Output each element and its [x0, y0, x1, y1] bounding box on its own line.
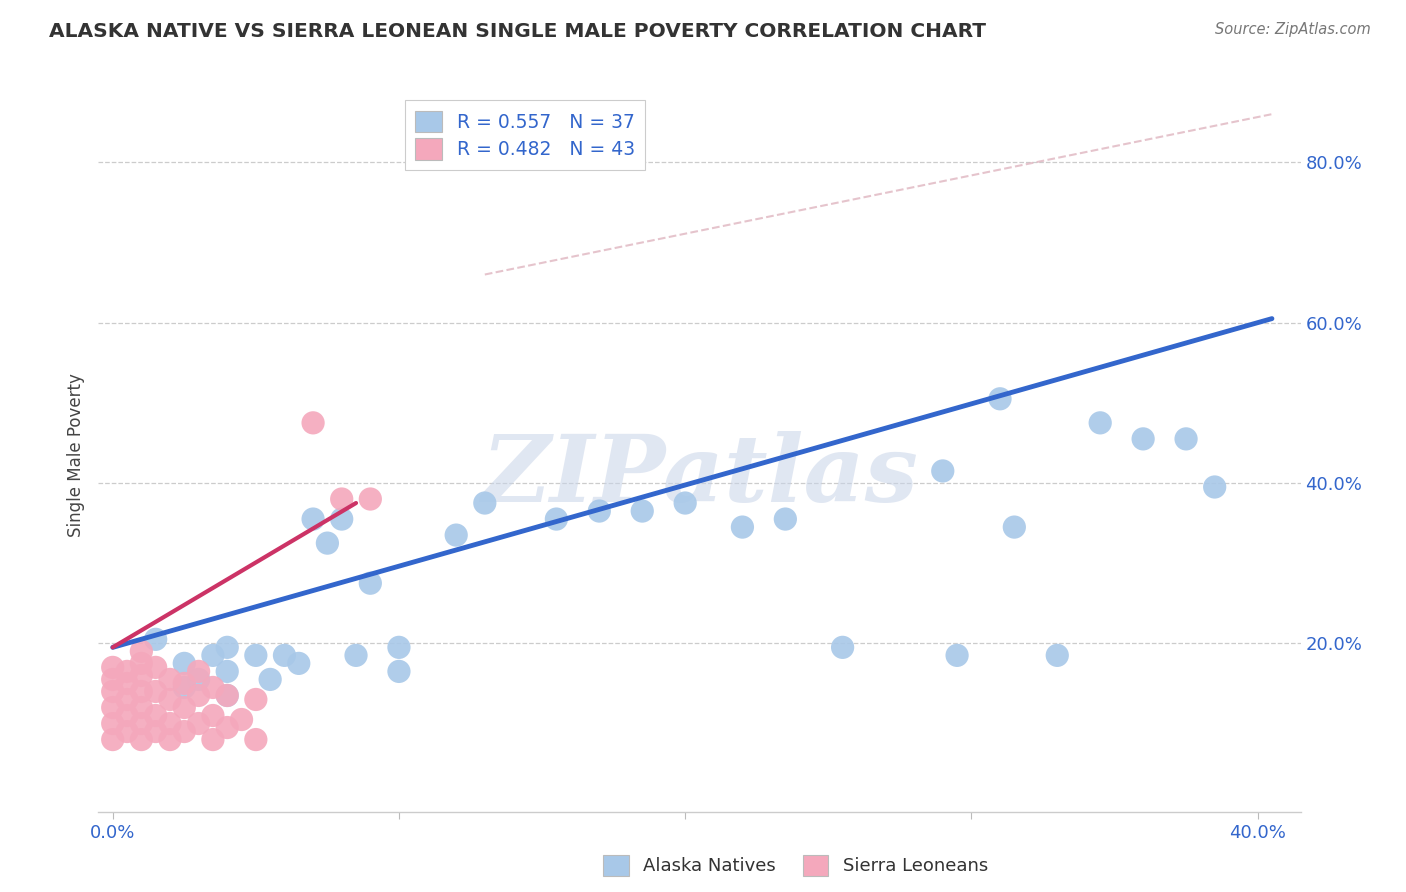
- Point: [101, 700, 124, 714]
- Point: [201, 708, 224, 723]
- Point: [1002, 520, 1025, 534]
- Point: [1046, 648, 1069, 663]
- Point: [115, 708, 138, 723]
- Point: [330, 512, 353, 526]
- Legend: Alaska Natives, Sierra Leoneans: Alaska Natives, Sierra Leoneans: [595, 846, 997, 885]
- Point: [159, 732, 181, 747]
- Point: [173, 657, 195, 671]
- Point: [131, 684, 153, 698]
- Point: [173, 724, 195, 739]
- Point: [101, 732, 124, 747]
- Point: [775, 512, 797, 526]
- Point: [159, 692, 181, 706]
- Point: [187, 689, 209, 703]
- Point: [1088, 416, 1111, 430]
- Point: [259, 673, 281, 687]
- Point: [101, 673, 124, 687]
- Point: [145, 684, 167, 698]
- Point: [388, 665, 411, 679]
- Point: [145, 708, 167, 723]
- Point: [1175, 432, 1198, 446]
- Point: [115, 665, 138, 679]
- Point: [115, 724, 138, 739]
- Point: [159, 673, 181, 687]
- Point: [287, 657, 309, 671]
- Point: [217, 689, 239, 703]
- Point: [245, 648, 267, 663]
- Point: [217, 665, 239, 679]
- Point: [187, 716, 209, 731]
- Point: [1132, 432, 1154, 446]
- Point: [1204, 480, 1226, 494]
- Point: [946, 648, 969, 663]
- Point: [115, 676, 138, 690]
- Point: [145, 632, 167, 647]
- Point: [217, 689, 239, 703]
- Y-axis label: Single Male Poverty: Single Male Poverty: [67, 373, 86, 537]
- Point: [201, 681, 224, 695]
- Point: [217, 640, 239, 655]
- Point: [231, 713, 253, 727]
- Point: [201, 648, 224, 663]
- Point: [173, 676, 195, 690]
- Point: [245, 732, 267, 747]
- Point: [101, 716, 124, 731]
- Text: ZIPatlas: ZIPatlas: [481, 432, 918, 521]
- Point: [273, 648, 295, 663]
- Text: ALASKA NATIVE VS SIERRA LEONEAN SINGLE MALE POVERTY CORRELATION CHART: ALASKA NATIVE VS SIERRA LEONEAN SINGLE M…: [49, 22, 986, 41]
- Point: [302, 416, 325, 430]
- Point: [388, 640, 411, 655]
- Point: [330, 491, 353, 506]
- Point: [831, 640, 853, 655]
- Point: [187, 673, 209, 687]
- Point: [173, 700, 195, 714]
- Point: [159, 716, 181, 731]
- Point: [101, 684, 124, 698]
- Point: [932, 464, 955, 478]
- Point: [173, 681, 195, 695]
- Point: [145, 724, 167, 739]
- Point: [316, 536, 339, 550]
- Point: [145, 660, 167, 674]
- Point: [474, 496, 496, 510]
- Point: [131, 668, 153, 682]
- Point: [359, 576, 381, 591]
- Point: [731, 520, 754, 534]
- Point: [359, 491, 381, 506]
- Point: [115, 692, 138, 706]
- Point: [131, 700, 153, 714]
- Point: [131, 657, 153, 671]
- Point: [302, 512, 325, 526]
- Point: [988, 392, 1011, 406]
- Point: [245, 692, 267, 706]
- Point: [131, 732, 153, 747]
- Point: [631, 504, 654, 518]
- Point: [131, 716, 153, 731]
- Text: Source: ZipAtlas.com: Source: ZipAtlas.com: [1215, 22, 1371, 37]
- Point: [444, 528, 467, 542]
- Point: [546, 512, 568, 526]
- Point: [673, 496, 696, 510]
- Point: [101, 660, 124, 674]
- Point: [588, 504, 610, 518]
- Point: [217, 721, 239, 735]
- Point: [201, 732, 224, 747]
- Point: [344, 648, 367, 663]
- Point: [187, 665, 209, 679]
- Point: [131, 644, 153, 658]
